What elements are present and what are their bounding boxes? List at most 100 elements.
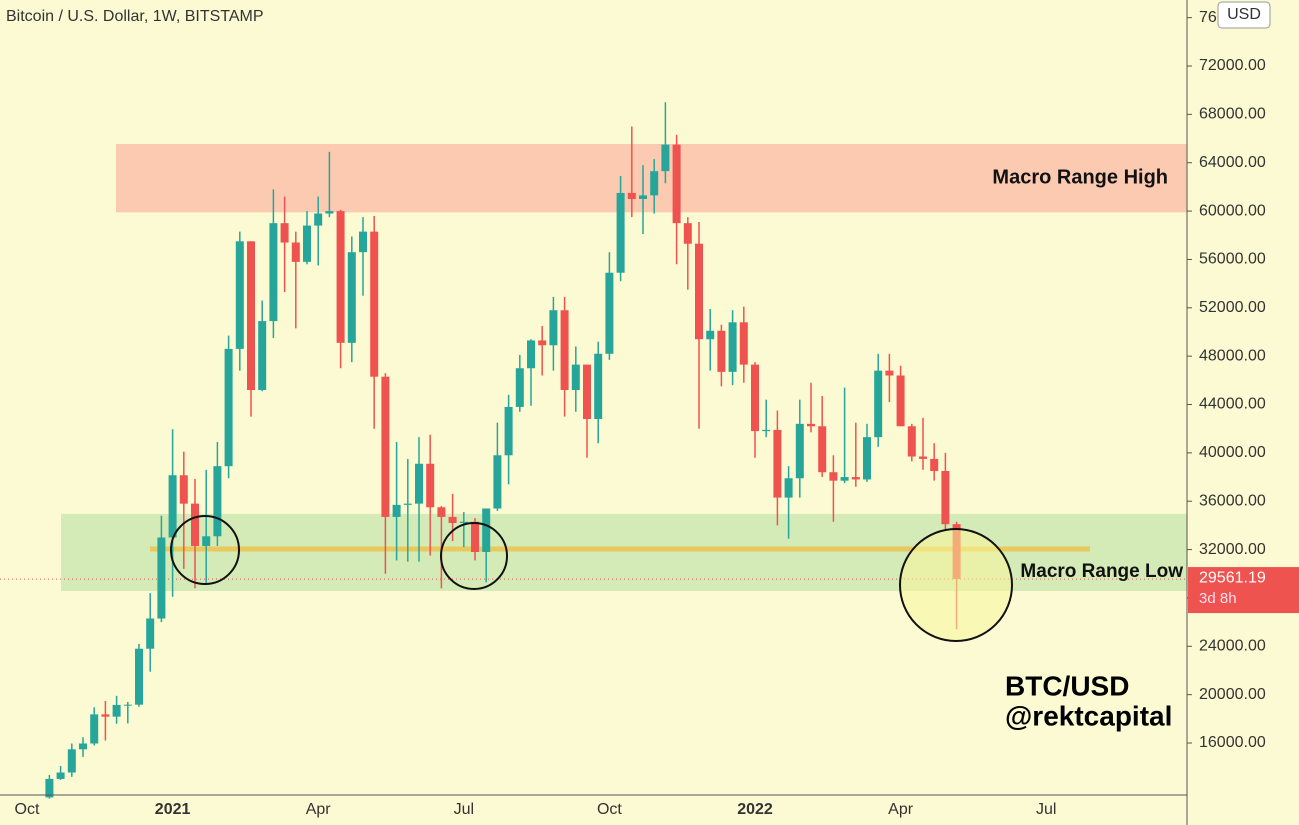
price-badge [1188, 567, 1299, 614]
highlight-circle [440, 522, 508, 590]
candle-body [112, 704, 121, 717]
candle-body [325, 211, 334, 214]
candle-body [885, 370, 894, 376]
candle-body [896, 375, 905, 427]
candle-body [269, 223, 278, 322]
y-tick-label: 44000.00 [1199, 396, 1266, 413]
y-tick-label: 40000.00 [1199, 444, 1266, 461]
y-tick-label: 56000.00 [1199, 251, 1266, 268]
candle-body [426, 463, 435, 508]
countdown-label: 3d 8h [1199, 590, 1237, 607]
chart-title: Bitcoin / U.S. Dollar, 1W, BITSTAMP [6, 8, 264, 25]
y-tick-label: 48000.00 [1199, 347, 1266, 364]
candle-body [527, 340, 535, 369]
price-label: 29561.19 [1199, 569, 1266, 586]
candle-body [515, 368, 524, 407]
y-tick-label: 68000.00 [1199, 106, 1266, 123]
candle-body [773, 429, 782, 498]
candle-body [795, 423, 804, 479]
x-tick-label: Jul [454, 801, 474, 818]
candle-body [291, 242, 300, 262]
candle-body [415, 463, 423, 504]
annotation: BTC/USD [1005, 670, 1129, 701]
candle-body [101, 714, 110, 717]
y-tick-label: 24000.00 [1199, 638, 1266, 655]
candle-body [560, 310, 569, 391]
candle-body [314, 213, 323, 226]
annotation: @rektcapital [1005, 700, 1172, 731]
candle-body [392, 504, 401, 517]
candle-body [840, 477, 849, 481]
candle-body [448, 516, 457, 523]
candle-body [672, 144, 681, 224]
candle-body [683, 223, 692, 244]
y-tick-label: 16000.00 [1199, 734, 1266, 751]
candle-body [863, 437, 871, 480]
candle-body [504, 406, 513, 456]
candle-body [695, 243, 703, 340]
candle-body [213, 466, 222, 537]
candle-body [202, 536, 211, 546]
candle-body [616, 192, 625, 273]
y-tick-label: 52000.00 [1199, 299, 1266, 316]
candle-body [191, 503, 199, 546]
candle-body [235, 241, 244, 349]
zone-label: Macro Range Low [1020, 561, 1183, 582]
overlay: Macro Range High Macro Range Low [992, 166, 1183, 582]
highlight-circle [170, 515, 240, 585]
x-tick-label: Apr [306, 801, 332, 818]
candle-body [303, 225, 311, 262]
candle-body [650, 171, 659, 196]
candle-body [45, 778, 54, 798]
candle-body [403, 503, 412, 505]
candle-body [930, 458, 939, 472]
candle-body [347, 252, 356, 343]
y-tick-label: 72000.00 [1199, 57, 1266, 74]
candle-body [157, 537, 166, 619]
candle-body [549, 310, 558, 346]
candle-body [370, 231, 379, 377]
currency-label: USD [1227, 6, 1261, 23]
candle-body [179, 475, 188, 504]
y-tick-label: 36000.00 [1199, 492, 1266, 509]
candle-body [907, 426, 916, 457]
currency-badge [1217, 1, 1271, 29]
candle-body [919, 456, 927, 459]
candle-body [482, 508, 491, 553]
candle-body [751, 364, 759, 432]
candle-body [571, 364, 580, 391]
candle-body [123, 704, 132, 706]
candle-body [135, 648, 143, 705]
candle-body [168, 475, 177, 538]
candle-body [627, 192, 636, 199]
candle-body [739, 322, 748, 365]
candle-body [784, 478, 793, 498]
candle-body [728, 322, 737, 372]
y-tick-label: 20000.00 [1199, 686, 1266, 703]
candle-body [717, 330, 726, 372]
candle-body [90, 714, 99, 744]
candle-body [851, 477, 860, 480]
highlight-circle [899, 528, 1013, 642]
x-tick-label: Oct [15, 801, 40, 818]
x-tick-label: 2021 [155, 801, 191, 818]
candle-body [359, 231, 367, 253]
candle-body [639, 195, 647, 199]
y-tick-label: 32000.00 [1199, 541, 1266, 558]
candle-body [280, 223, 289, 243]
candle-body [459, 521, 468, 523]
candle-body [224, 348, 233, 467]
x-tick-label: Oct [597, 801, 622, 818]
axes: 16000.0020000.0024000.0028000.0032000.00… [15, 9, 1299, 818]
x-tick-label: Apr [888, 801, 914, 818]
candle-body [818, 426, 827, 473]
candle-body [336, 211, 345, 343]
candle-body [706, 330, 715, 340]
y-tick-label: 60000.00 [1199, 202, 1266, 219]
candle-body [583, 364, 591, 420]
candle-body [258, 321, 267, 391]
candle-body [538, 340, 547, 346]
